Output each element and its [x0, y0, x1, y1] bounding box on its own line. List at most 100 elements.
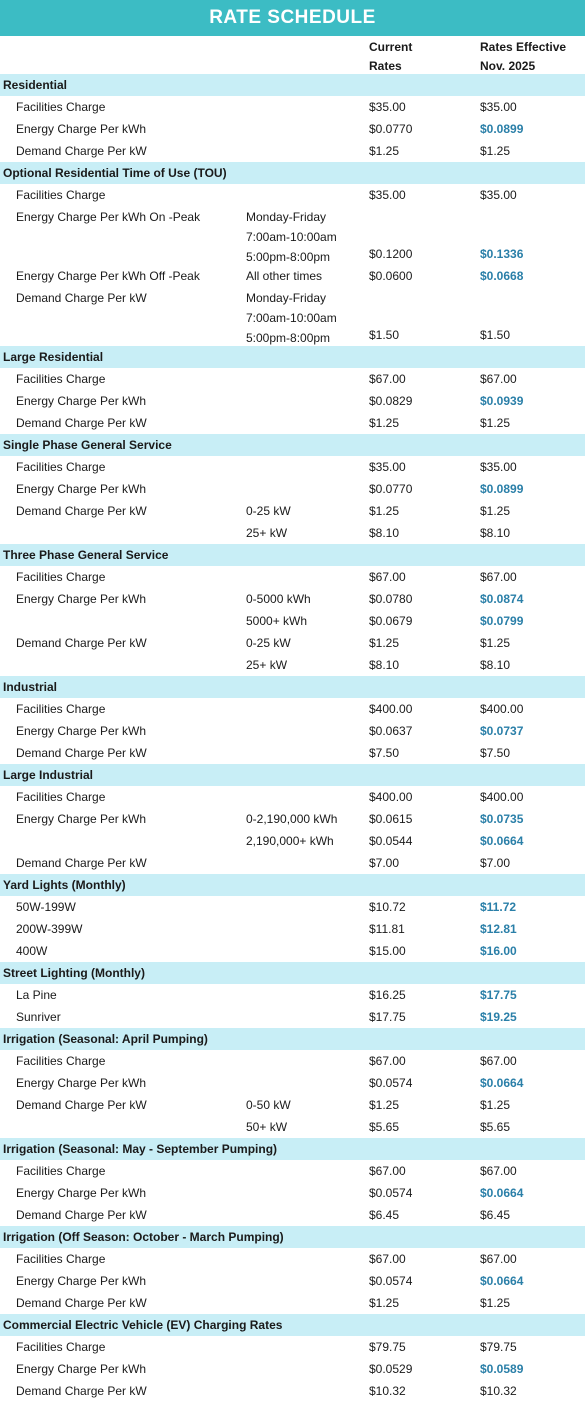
- rate-row: Energy Charge Per kWh 0-2,190,000 kWh $0.0…: [0, 808, 585, 830]
- rate-row: Demand Charge Per kW 0-25 kW $1.25 $1.25: [0, 500, 585, 522]
- current-rate: $0.0780: [369, 592, 413, 606]
- rate-row: Demand Charge Per kW Monday-Friday 7:00am…: [0, 287, 585, 346]
- rate-label: Demand Charge Per kW: [16, 416, 147, 430]
- rate-label: Demand Charge Per kW: [16, 636, 147, 650]
- rate-label: 200W-399W: [16, 922, 83, 936]
- rate-condition: 0-25 kW: [246, 636, 291, 650]
- section-header: Three Phase General Service: [0, 544, 585, 566]
- current-rate: $8.10: [369, 526, 400, 540]
- current-rate: $1.25: [369, 1098, 400, 1112]
- rate-row: Energy Charge Per kWh $0.0574 $0.0664: [0, 1270, 585, 1292]
- rate-label: Facilities Charge: [16, 372, 106, 386]
- rate-row: Facilities Charge $400.00 $400.00: [0, 698, 585, 720]
- current-rate: $0.0574: [369, 1076, 413, 1090]
- current-rate: $79.75: [369, 1340, 406, 1354]
- rate-label: 400W: [16, 944, 48, 958]
- rate-condition: Monday-Friday 7:00am-10:00am 5:00pm-8:00…: [246, 210, 337, 264]
- current-rate: $400.00: [369, 790, 413, 804]
- rate-row: 200W-399W $11.81 $12.81: [0, 918, 585, 940]
- rate-label: Demand Charge Per kW: [16, 856, 147, 870]
- section-header: Industrial: [0, 676, 585, 698]
- effective-rate: $0.0799: [480, 614, 524, 628]
- section-header: Yard Lights (Monthly): [0, 874, 585, 896]
- rate-condition: 50+ kW: [246, 1120, 288, 1134]
- rate-row: Energy Charge Per kWh 0-5000 kWh $0.0780 $0…: [0, 588, 585, 610]
- rate-row: 2,190,000+ kWh $0.0544 $0.0664: [0, 830, 585, 852]
- section-header: Large Residential: [0, 346, 585, 368]
- rate-label: Facilities Charge: [16, 702, 106, 716]
- effective-rate: $1.50: [480, 328, 511, 342]
- rate-label: Facilities Charge: [16, 460, 106, 474]
- effective-rate: $400.00: [480, 790, 524, 804]
- current-rate: $35.00: [369, 460, 406, 474]
- rate-row: Demand Charge Per kW $10.32 $10.32: [0, 1380, 585, 1402]
- effective-rate: $0.1336: [480, 247, 524, 261]
- current-rate: $35.00: [369, 100, 406, 114]
- effective-rate: $1.25: [480, 416, 511, 430]
- effective-rate: $0.0737: [480, 724, 524, 738]
- rate-label: Facilities Charge: [16, 1054, 106, 1068]
- effective-rate: $0.0899: [480, 122, 524, 136]
- current-rate: $0.1200: [369, 247, 413, 261]
- effective-rate: $0.0664: [480, 1274, 524, 1288]
- effective-rate: $19.25: [480, 1010, 517, 1024]
- rate-row: Energy Charge Per kWh $0.0529 $0.0589: [0, 1358, 585, 1380]
- effective-rate: $67.00: [480, 1164, 517, 1178]
- effective-rate: $8.10: [480, 658, 511, 672]
- rate-label: Facilities Charge: [16, 1164, 106, 1178]
- current-rate: $0.0637: [369, 724, 413, 738]
- rate-row: Facilities Charge $67.00 $67.00: [0, 1050, 585, 1072]
- effective-rate: $7.50: [480, 746, 511, 760]
- effective-rate: $0.0939: [480, 394, 524, 408]
- rate-label: Demand Charge Per kW: [16, 291, 147, 305]
- effective-rate: $0.0589: [480, 1362, 524, 1376]
- rate-label: Energy Charge Per kWh: [16, 1362, 147, 1376]
- current-rate: $67.00: [369, 570, 406, 584]
- rate-condition: 0-50 kW: [246, 1098, 291, 1112]
- current-rate: $7.00: [369, 856, 400, 870]
- effective-rate: $0.0664: [480, 834, 524, 848]
- current-rate: $0.0615: [369, 812, 413, 826]
- current-rate: $0.0600: [369, 269, 413, 283]
- effective-rate: $79.75: [480, 1340, 517, 1354]
- rate-row: Demand Charge Per kW $7.50 $7.50: [0, 742, 585, 764]
- effective-rate: $67.00: [480, 570, 517, 584]
- effective-rate: $7.00: [480, 856, 511, 870]
- current-rate: $0.0829: [369, 394, 413, 408]
- current-rate: $0.0770: [369, 122, 413, 136]
- rate-label: Energy Charge Per kWh: [16, 812, 147, 826]
- effective-rate: $0.0664: [480, 1186, 524, 1200]
- current-rate: $400.00: [369, 702, 413, 716]
- current-rate: $15.00: [369, 944, 406, 958]
- rate-row: Facilities Charge $67.00 $67.00: [0, 1248, 585, 1270]
- rate-label: Energy Charge Per kWh: [16, 1186, 147, 1200]
- effective-rate: $35.00: [480, 100, 517, 114]
- current-rate: $0.0770: [369, 482, 413, 496]
- effective-rate: $1.25: [480, 504, 511, 518]
- current-rate: $17.75: [369, 1010, 406, 1024]
- rate-label: Demand Charge Per kW: [16, 1384, 147, 1398]
- column-header-current: Current Rates: [369, 40, 413, 73]
- rate-label: Demand Charge Per kW: [16, 504, 147, 518]
- rate-row: Facilities Charge $35.00 $35.00: [0, 456, 585, 478]
- current-rate: $1.25: [369, 636, 400, 650]
- current-rate: $0.0679: [369, 614, 413, 628]
- current-rate: $67.00: [369, 1164, 406, 1178]
- rate-condition: 25+ kW: [246, 526, 288, 540]
- rate-label: Energy Charge Per kWh: [16, 122, 147, 136]
- current-rate: $1.25: [369, 1296, 400, 1310]
- rate-row: 5000+ kWh $0.0679 $0.0799: [0, 610, 585, 632]
- rate-row: Energy Charge Per kWh On -Peak Monday-Fri…: [0, 206, 585, 265]
- section-header: Irrigation (Seasonal: May - September Pu…: [0, 1138, 585, 1160]
- current-rate: $0.0529: [369, 1362, 413, 1376]
- section-header: Street Lighting (Monthly): [0, 962, 585, 984]
- effective-rate: $0.0668: [480, 269, 524, 283]
- rate-condition: 5000+ kWh: [246, 614, 308, 628]
- current-rate: $10.72: [369, 900, 406, 914]
- rate-label: Facilities Charge: [16, 570, 106, 584]
- rate-row: La Pine $16.25 $17.75: [0, 984, 585, 1006]
- current-rate: $10.32: [369, 1384, 406, 1398]
- rate-label: Energy Charge Per kWh: [16, 1076, 147, 1090]
- section-header: Large Industrial: [0, 764, 585, 786]
- rate-label: 50W-199W: [16, 900, 76, 914]
